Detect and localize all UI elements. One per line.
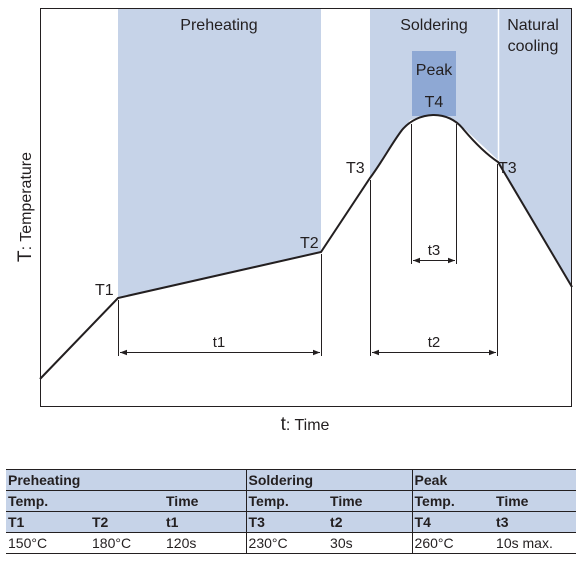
temperature-profile-curve: [39, 114, 573, 380]
y-axis-label: T: Temperature: [15, 152, 36, 262]
y-axis-symbol: T: [15, 250, 36, 262]
subheader-preheat-blank: [90, 490, 164, 512]
value-cell: 180°C: [90, 532, 164, 554]
value-cell: 150°C: [6, 532, 90, 554]
table-group-row: Preheating Soldering Peak: [6, 469, 577, 491]
y-axis-text: : Temperature: [18, 152, 35, 251]
group-peak: Peak: [411, 469, 577, 491]
symbol-cell: t1: [164, 511, 247, 533]
t3-right-point-label: T3: [498, 160, 517, 177]
natural-cooling-zone: [499, 8, 572, 287]
peak-zone-label: Peak: [416, 62, 453, 79]
group-preheating: Preheating: [6, 469, 247, 491]
x-axis-label: t: Time: [281, 414, 330, 435]
table-symbol-row: T1 T2 t1 T3 t2 T4 t3: [6, 511, 577, 533]
x-axis-text: : Time: [286, 417, 330, 434]
preheating-zone: [118, 8, 321, 298]
value-cell: 260°C: [411, 532, 495, 554]
subheader-preheat-temp: Temp.: [6, 490, 90, 512]
natural-cooling-label-line2: cooling: [508, 38, 559, 55]
symbol-cell: T1: [6, 511, 90, 533]
value-cell: 10s max.: [494, 532, 577, 554]
t3-duration-label: t3: [428, 242, 441, 259]
t3-left-point-label: T3: [346, 160, 365, 177]
x-axis-symbol: t: [281, 414, 287, 435]
value-cell: 30s: [328, 532, 413, 554]
t2-duration-label: t2: [428, 334, 441, 351]
subheader-peak-temp: Temp.: [411, 490, 495, 512]
reflow-profile-diagram: Preheating Soldering Natural cooling Pea…: [15, 8, 573, 435]
symbol-cell: T4: [411, 511, 495, 533]
peak-zone: [412, 51, 456, 116]
soldering-zone-label: Soldering: [400, 17, 468, 34]
symbol-cell: t2: [328, 511, 413, 533]
t1-point-label: T1: [95, 282, 114, 299]
table-value-row: 150°C 180°C 120s 230°C 30s 260°C 10s max…: [6, 532, 577, 554]
reflow-spec-table: Preheating Soldering Peak Temp. Time Tem…: [6, 469, 577, 554]
table-subheader-row: Temp. Time Temp. Time Temp. Time: [6, 490, 577, 512]
symbol-cell: T2: [90, 511, 164, 533]
symbol-cell: t3: [494, 511, 577, 533]
subheader-peak-time: Time: [494, 490, 577, 512]
t4-point-label: T4: [425, 94, 444, 111]
group-soldering: Soldering: [245, 469, 413, 491]
t2-point-label: T2: [300, 235, 319, 252]
subheader-preheat-time: Time: [164, 490, 247, 512]
value-cell: 230°C: [245, 532, 329, 554]
subheader-solder-time: Time: [328, 490, 413, 512]
natural-cooling-label-line1: Natural: [507, 17, 559, 34]
symbol-cell: T3: [245, 511, 329, 533]
t1-duration-label: t1: [213, 334, 226, 351]
plot-frame: [40, 8, 572, 407]
preheating-zone-label: Preheating: [180, 17, 257, 34]
subheader-solder-temp: Temp.: [245, 490, 329, 512]
value-cell: 120s: [164, 532, 247, 554]
